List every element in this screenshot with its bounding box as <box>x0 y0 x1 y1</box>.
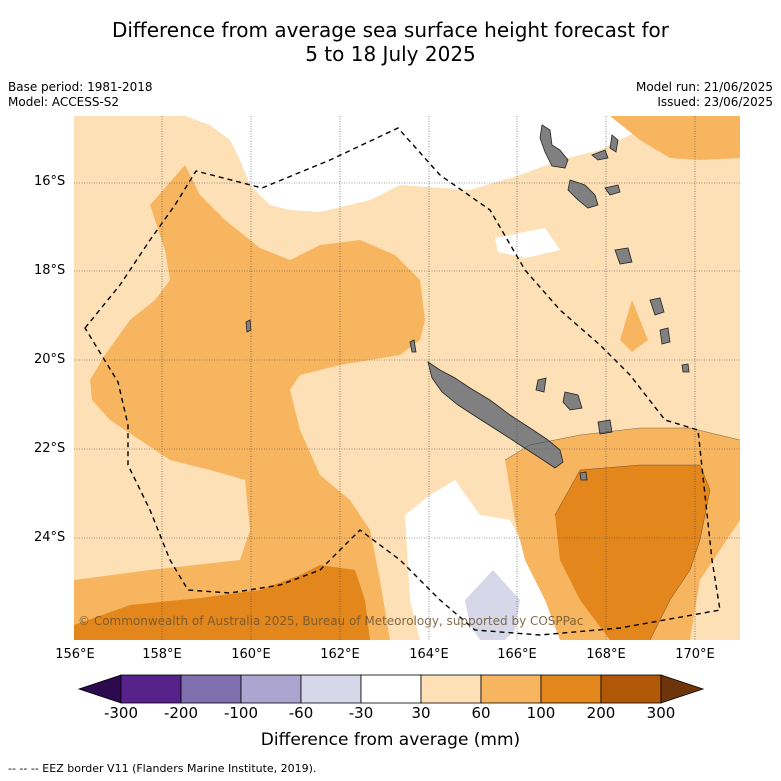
contour-lines <box>504 427 740 640</box>
graticule <box>74 116 740 640</box>
colorbar <box>77 674 705 704</box>
cb-tick-label: -60 <box>288 704 314 722</box>
vanuatu-island-2 <box>591 149 609 161</box>
band-60-100-west <box>74 165 425 640</box>
cb-tick-label: -30 <box>348 704 374 722</box>
eez-border <box>84 127 721 636</box>
colorbar-segment <box>180 674 242 704</box>
lon-label-158e: 158°E <box>142 647 182 662</box>
band-60-100-northeast <box>610 116 740 160</box>
island-south-1 <box>579 471 588 481</box>
vanuatu-island-5 <box>614 247 633 265</box>
chesterfield-island <box>245 319 252 333</box>
band-60-100-small <box>620 300 648 352</box>
loyalty-island-2 <box>597 419 613 435</box>
neutral-island-patch <box>495 228 560 258</box>
colorbar-segment <box>420 674 482 704</box>
loyalty-island-3 <box>535 377 547 393</box>
cb-tick-label: -200 <box>163 704 199 722</box>
lat-label-20s: 20°S <box>34 352 66 367</box>
cb-tick-label: 30 <box>411 704 431 722</box>
meta-right: Model run: 21/06/2025 Issued: 23/06/2025 <box>636 80 773 110</box>
cb-tick-label: 60 <box>471 704 491 722</box>
chart-title: Difference from average sea surface heig… <box>0 18 781 66</box>
colorbar-segment <box>600 674 662 704</box>
copyright-text: © Commonwealth of Australia 2025, Bureau… <box>78 614 584 628</box>
colorbar-extend-high <box>660 674 705 704</box>
island-east-2 <box>659 327 671 345</box>
colorbar-segment <box>240 674 302 704</box>
colorbar-segment <box>540 674 602 704</box>
cb-tick-label: -100 <box>223 704 259 722</box>
lat-label-16s: 16°S <box>34 174 66 189</box>
model-run: Model run: 21/06/2025 <box>635 80 773 94</box>
colorbar-segment <box>120 674 182 704</box>
model-name: Model: ACCESS-S2 <box>8 95 120 109</box>
lon-label-162e: 162°E <box>320 647 360 662</box>
colorbar-segment <box>360 674 422 704</box>
vanuatu-island-3 <box>604 184 621 196</box>
colorbar-segment <box>480 674 542 704</box>
issued-date: Issued: 23/06/2025 <box>657 95 773 109</box>
cb-tick-label: 100 <box>526 704 556 722</box>
cb-tick-label: 300 <box>646 704 676 722</box>
loyalty-island-1 <box>562 391 583 411</box>
belep-island <box>409 339 417 353</box>
lat-label-24s: 24°S <box>34 530 66 545</box>
base-period: Base period: 1981-2018 <box>8 80 153 94</box>
lon-label-156e: 156°E <box>55 647 95 662</box>
band-neg-60-30 <box>465 570 520 640</box>
neutral-top-area <box>185 116 640 212</box>
lon-label-160e: 160°E <box>231 647 271 662</box>
band-100-200-east <box>555 465 710 640</box>
neutral-south-area <box>405 480 560 640</box>
lat-label-22s: 22°S <box>34 441 66 456</box>
cb-tick-label: -300 <box>103 704 139 722</box>
band-100-200-southwest <box>74 565 370 640</box>
colorbar-extend-low <box>77 674 122 704</box>
lon-label-168e: 168°E <box>586 647 626 662</box>
footnote: -- -- -- EEZ border V11 (Flanders Marine… <box>8 762 317 775</box>
island-east-3 <box>681 363 690 373</box>
title-line-2: 5 to 18 July 2025 <box>305 42 476 66</box>
lon-label-170e: 170°E <box>675 647 715 662</box>
island-east-1 <box>649 297 665 316</box>
land-masses <box>245 124 690 481</box>
vanuatu-island-1 <box>567 179 599 209</box>
colorbar-title: Difference from average (mm) <box>260 730 521 750</box>
map-area <box>74 116 740 640</box>
lon-label-164e: 164°E <box>409 647 449 662</box>
cb-tick-label: 200 <box>586 704 616 722</box>
colorbar-segment <box>300 674 362 704</box>
lat-label-18s: 18°S <box>34 263 66 278</box>
vanuatu-north-land <box>539 124 569 169</box>
new-caledonia-land <box>427 361 564 469</box>
title-line-1: Difference from average sea surface heig… <box>111 18 670 42</box>
meta-left: Base period: 1981-2018 Model: ACCESS-S2 <box>8 80 153 110</box>
lon-label-166e: 166°E <box>497 647 537 662</box>
vanuatu-island-4 <box>609 134 619 153</box>
colorbar-segments <box>77 674 705 704</box>
